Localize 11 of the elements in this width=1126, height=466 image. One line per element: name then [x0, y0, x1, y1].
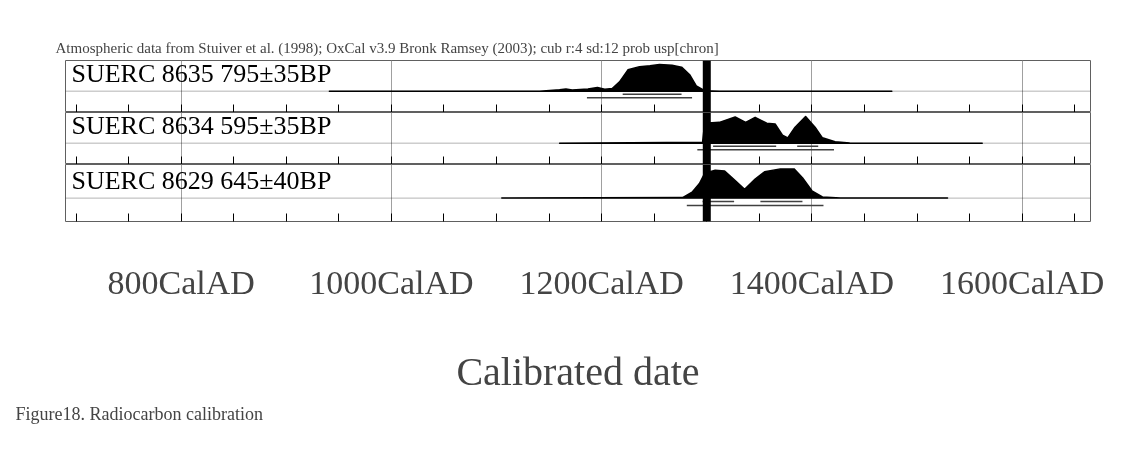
- x-tick-label: 1600CalAD: [940, 263, 1105, 301]
- x-tick-label: 800CalAD: [107, 263, 255, 301]
- caption: Figure18. Radiocarbon calibration: [15, 403, 263, 424]
- x-axis-title: Calibrated date: [456, 348, 700, 394]
- chart-title: Atmospheric data from Stuiver et al. (1998); OxCal v3.9 Bronk Ramsey (2003); cub r:4 sd:12 prob usp[chron]: [55, 39, 719, 57]
- x-tick-label: 1400CalAD: [729, 263, 895, 301]
- text: SUERC 8634 595±35BP: [71, 111, 332, 141]
- x-tick-label: 1200CalAD: [519, 263, 684, 301]
- x-tick-label: 1000CalAD: [309, 263, 474, 301]
- series-label: SUERC 8635 795±35BP: [71, 59, 332, 89]
- text: SUERC 8629 645±40BP: [71, 166, 332, 196]
